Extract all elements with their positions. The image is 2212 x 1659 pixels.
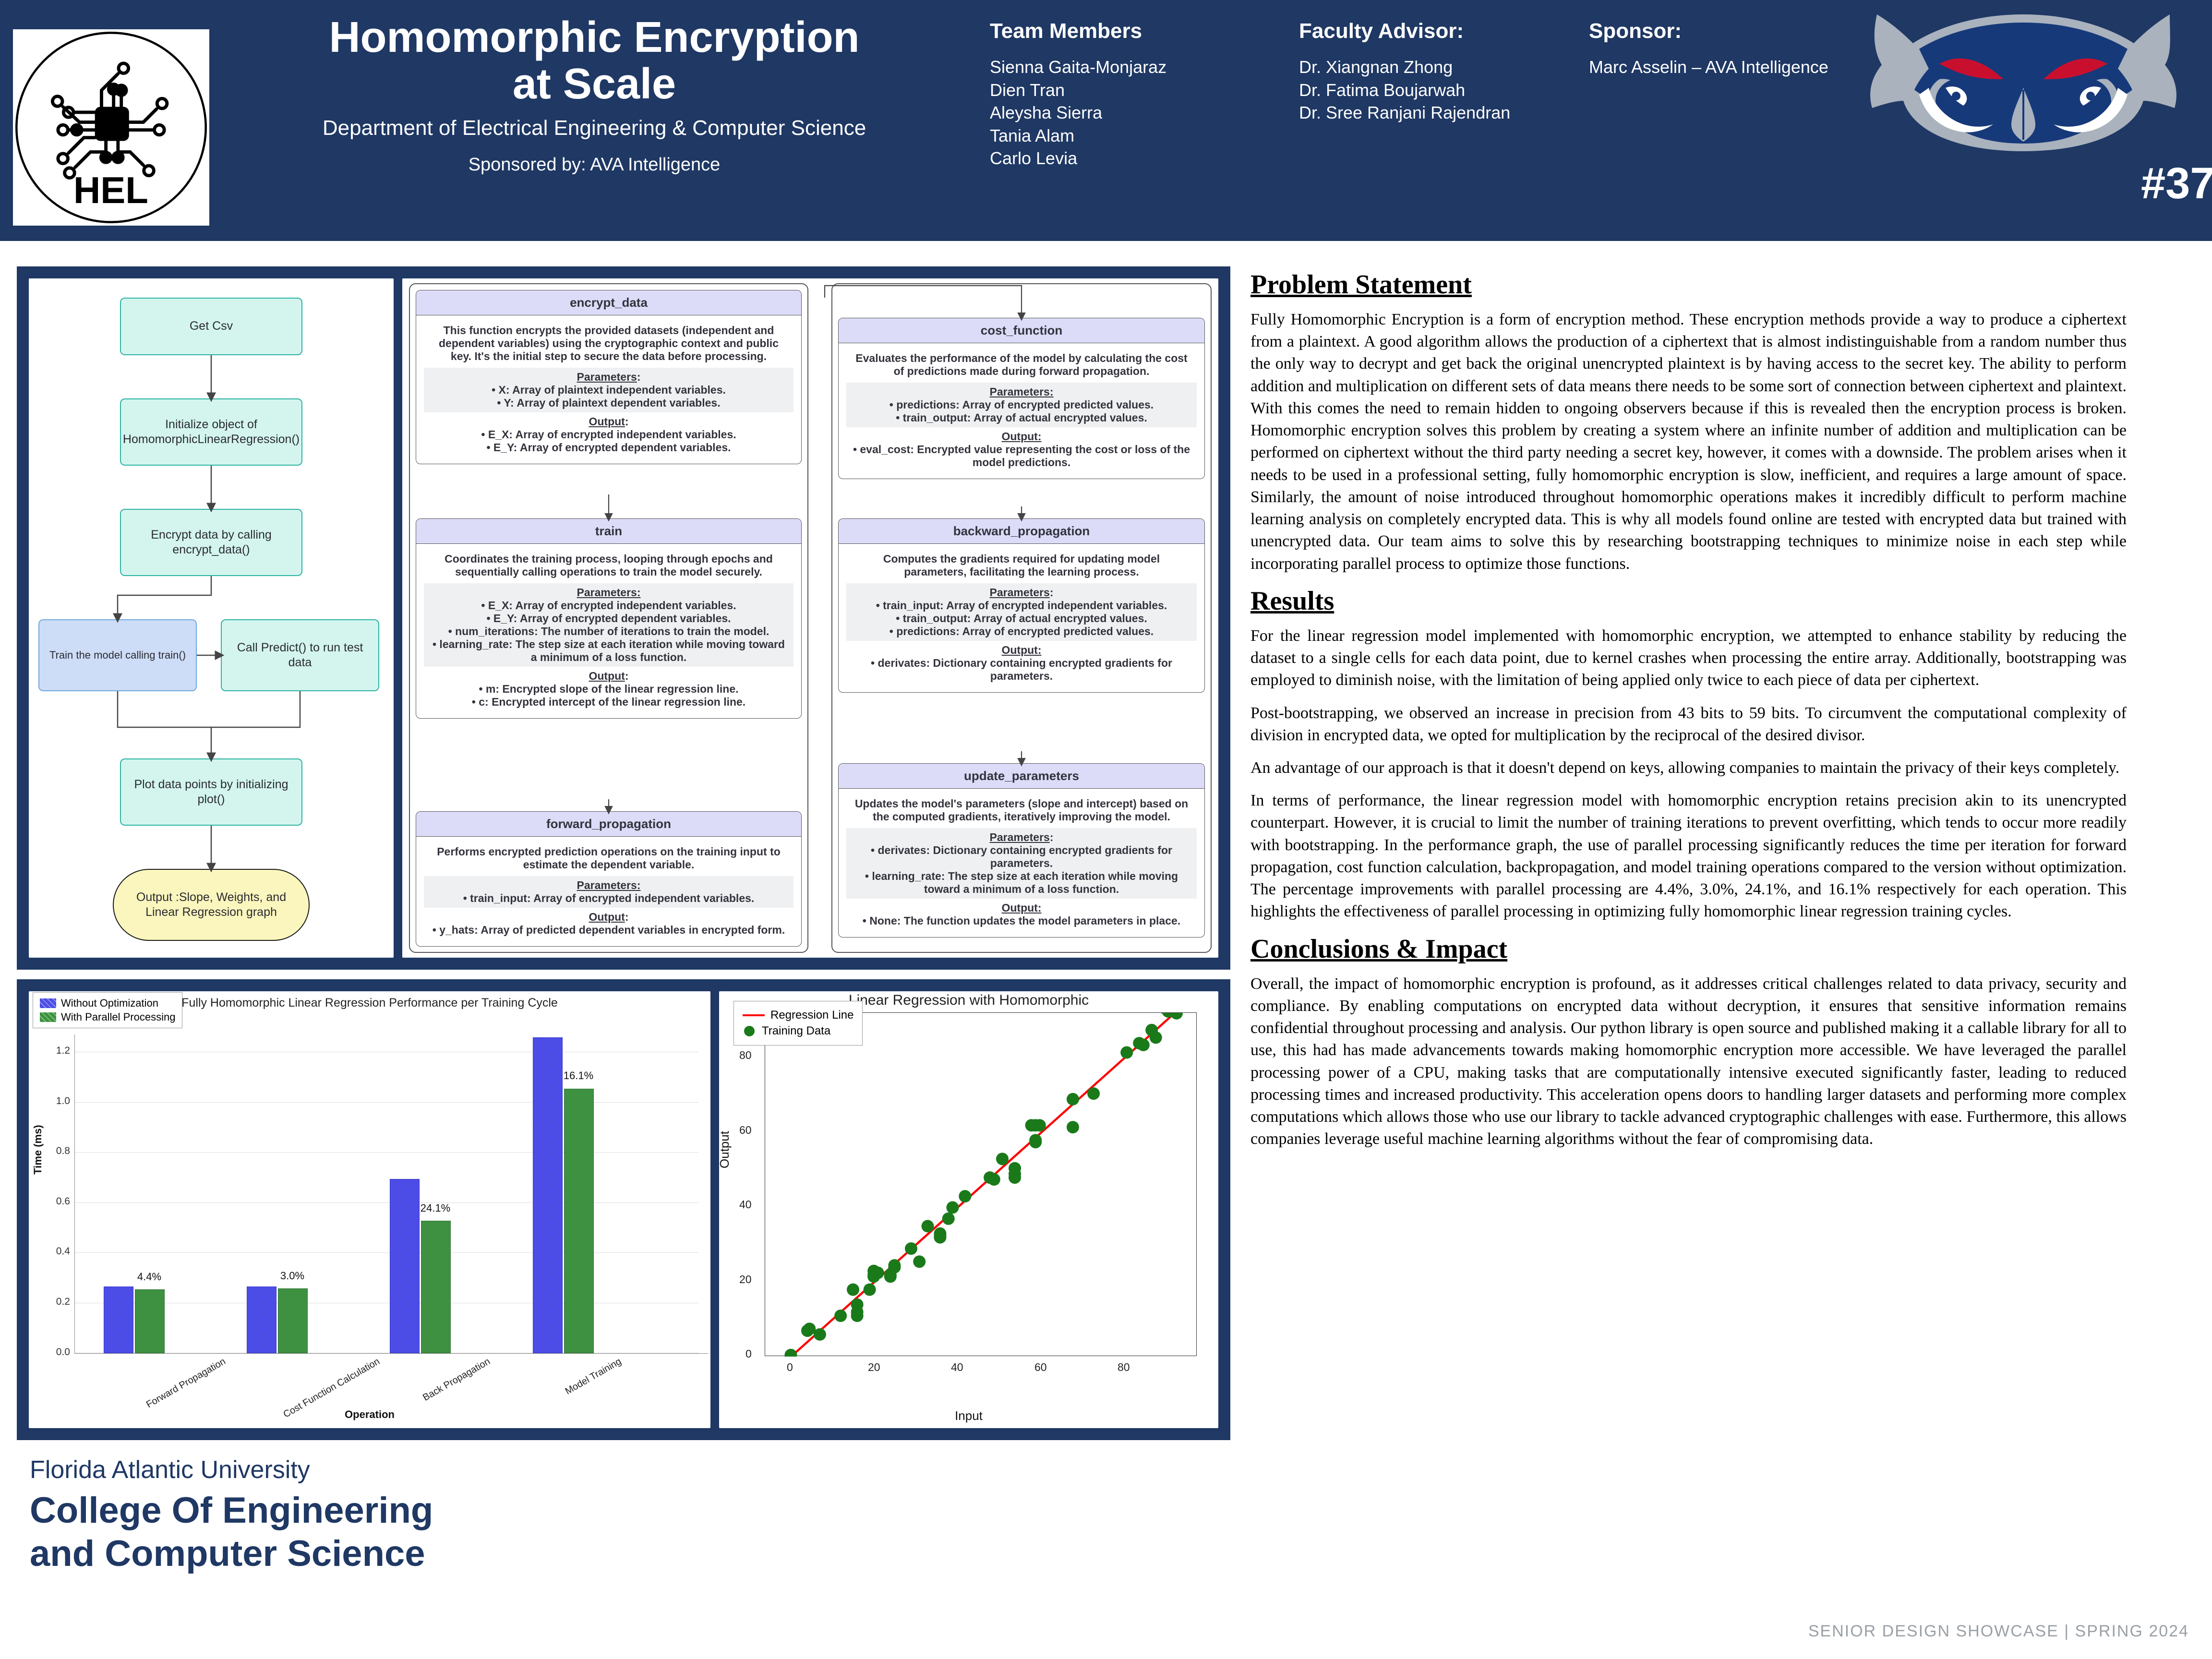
svg-text:R: R bbox=[2146, 49, 2150, 57]
svg-text:HEL: HEL bbox=[73, 169, 148, 211]
